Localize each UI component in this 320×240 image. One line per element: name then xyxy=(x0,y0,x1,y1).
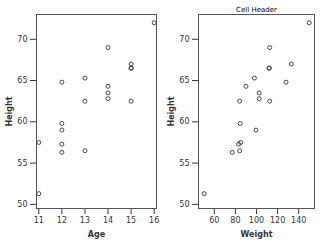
svg-text:60: 60 xyxy=(209,216,219,225)
svg-text:140: 140 xyxy=(291,216,306,225)
svg-text:60: 60 xyxy=(17,117,27,126)
svg-text:50: 50 xyxy=(179,200,189,209)
svg-text:12: 12 xyxy=(57,216,67,225)
svg-text:70: 70 xyxy=(179,35,189,44)
svg-text:120: 120 xyxy=(270,216,285,225)
svg-text:Cell Header: Cell Header xyxy=(236,6,277,14)
svg-text:80: 80 xyxy=(230,216,240,225)
svg-text:100: 100 xyxy=(249,216,264,225)
svg-text:60: 60 xyxy=(179,117,189,126)
svg-text:13: 13 xyxy=(80,216,90,225)
svg-text:Age: Age xyxy=(88,230,106,239)
svg-text:16: 16 xyxy=(149,216,159,225)
svg-text:Height: Height xyxy=(167,96,176,126)
svg-text:15: 15 xyxy=(126,216,136,225)
svg-text:11: 11 xyxy=(34,216,44,225)
svg-text:14: 14 xyxy=(103,216,113,225)
svg-text:Weight: Weight xyxy=(241,230,273,239)
svg-text:65: 65 xyxy=(179,76,189,85)
svg-text:50: 50 xyxy=(17,200,27,209)
svg-text:70: 70 xyxy=(17,35,27,44)
svg-text:55: 55 xyxy=(17,159,27,168)
svg-text:65: 65 xyxy=(17,76,27,85)
svg-text:55: 55 xyxy=(179,159,189,168)
svg-text:Height: Height xyxy=(5,96,14,126)
